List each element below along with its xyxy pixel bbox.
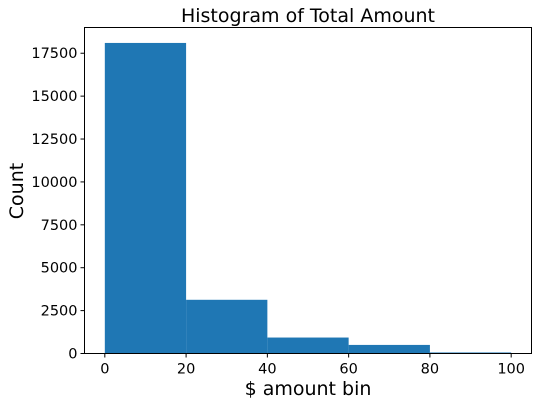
y-axis-label: Count — [6, 163, 28, 219]
x-tick-label: 0 — [100, 362, 109, 378]
x-axis-label: $ amount bin — [245, 378, 372, 400]
y-tick-label: 7500 — [41, 218, 78, 234]
y-tick-label: 0 — [68, 347, 77, 363]
y-tick-label: 5000 — [41, 261, 78, 277]
y-tick-label: 10000 — [31, 175, 77, 191]
x-tick-label: 100 — [497, 362, 525, 378]
histogram-bar-4 — [348, 344, 430, 354]
x-tick-label: 60 — [339, 362, 357, 378]
y-axis-ticks: 0 2500 5000 7500 10000 12500 15000 17500 — [31, 46, 85, 363]
x-axis-ticks: 0 20 40 60 80 100 — [100, 353, 525, 378]
histogram-bar-2 — [186, 299, 268, 354]
x-tick-label: 80 — [421, 362, 439, 378]
y-tick-label: 15000 — [31, 89, 77, 105]
histogram-bar-3 — [267, 337, 349, 354]
histogram-bar-1 — [104, 42, 187, 354]
y-tick-label: 12500 — [31, 132, 77, 148]
x-tick-label: 20 — [177, 362, 195, 378]
plot-frame — [84, 27, 532, 354]
x-tick-label: 40 — [258, 362, 276, 378]
y-tick-label: 17500 — [31, 46, 77, 62]
histogram-bar-5 — [429, 352, 512, 354]
chart-title: Histogram of Total Amount — [181, 5, 435, 27]
y-tick-label: 2500 — [41, 304, 78, 320]
bars-group — [104, 42, 512, 354]
